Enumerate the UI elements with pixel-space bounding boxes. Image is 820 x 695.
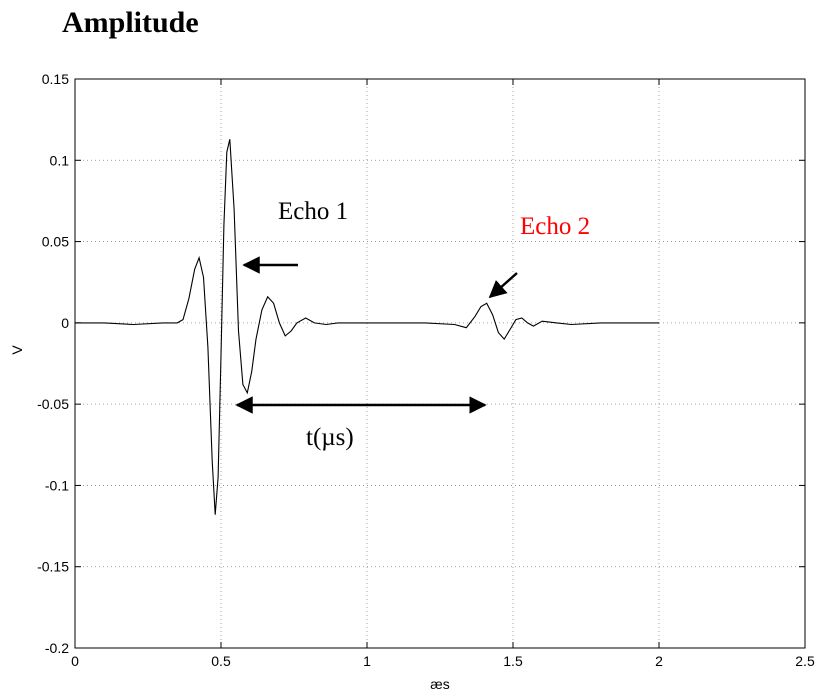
annotation-echo-1: Echo 1: [278, 198, 348, 225]
x-tick-label: 2: [655, 653, 663, 669]
x-tick-label: 2.5: [795, 653, 815, 669]
annotation-echo-2: Echo 2: [520, 213, 590, 240]
echo-2-arrow: [488, 272, 518, 299]
y-tick-label: -0.05: [37, 396, 69, 412]
y-tick-label: -0.1: [45, 477, 69, 493]
y-tick-label: 0.1: [50, 152, 70, 168]
x-tick-label: 1.5: [503, 653, 523, 669]
y-tick-label: -0.15: [37, 559, 69, 575]
x-tick-label: 1: [363, 653, 371, 669]
y-tick-label: 0.05: [42, 234, 69, 250]
y-axis-label: V: [9, 345, 25, 355]
x-tick-label: 0: [71, 653, 79, 669]
axes-box: [74, 78, 806, 649]
x-axis-label: æs: [430, 676, 449, 692]
y-tick-label: 0: [61, 315, 69, 331]
annotation-time: t(µs): [306, 424, 354, 451]
y-tick-label: 0.15: [42, 71, 69, 87]
axis-ticks: 0 0.5 1 1.5 2 2.5 0.15 0.1 0.05 0 -0.05 -0.1 -0.15 -0…: [37, 71, 815, 669]
y-tick-label: -0.2: [45, 640, 69, 656]
x-tick-label: 0.5: [211, 653, 231, 669]
plot-area: [75, 79, 805, 648]
signal-line: [75, 139, 659, 515]
page-heading: Amplitude: [62, 6, 199, 39]
